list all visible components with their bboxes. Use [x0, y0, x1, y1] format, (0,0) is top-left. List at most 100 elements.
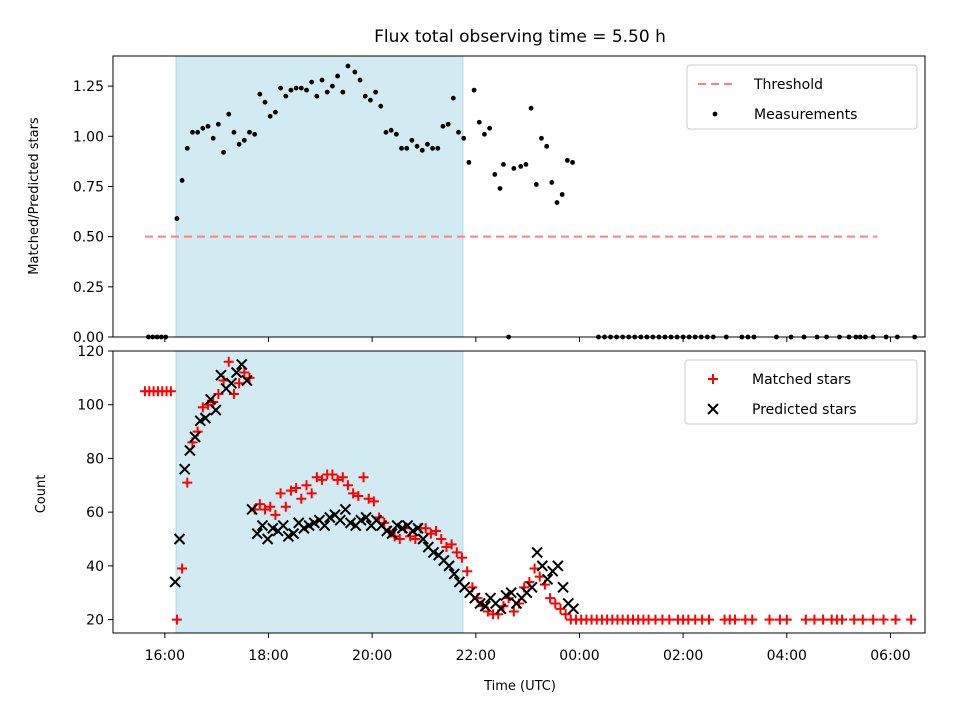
matched-star-point — [529, 563, 540, 574]
legend-box — [686, 64, 918, 130]
measurement-point — [564, 157, 570, 163]
measurement-point — [330, 83, 335, 89]
predicted-star-point — [210, 404, 222, 416]
y-tick-label: 20 — [86, 613, 104, 629]
matched-star-point — [306, 488, 317, 499]
measurement-point — [200, 125, 206, 131]
measurement-point — [482, 131, 487, 137]
matched-star-point — [270, 509, 281, 520]
measurement-point — [362, 93, 368, 99]
matched-star-point — [545, 593, 556, 604]
measurement-point — [210, 135, 216, 141]
predicted-star-point — [386, 527, 398, 540]
matched-star-point — [781, 614, 792, 625]
legend-box — [684, 359, 918, 425]
measurement-point — [283, 93, 289, 99]
predicted-star-point — [204, 393, 217, 406]
x-axis-label: Time (UTC) — [483, 679, 556, 694]
legend-predicted-swatch — [707, 403, 719, 415]
predicted-star-point — [505, 587, 517, 599]
axes-frame — [112, 55, 926, 338]
legend-label: Measurements — [754, 107, 857, 123]
measurement-point — [236, 141, 242, 147]
measurement-point — [487, 125, 493, 131]
measurement-point — [205, 123, 211, 129]
predicted-star-point — [536, 560, 549, 572]
measurement-point — [523, 161, 529, 167]
measurement-point — [257, 91, 263, 97]
y-tick-label: 40 — [86, 559, 104, 575]
y-tick-label: 0.75 — [73, 179, 104, 195]
matched-star-point — [265, 501, 276, 512]
measurement-point — [450, 95, 456, 101]
measurement-point — [501, 161, 506, 167]
measurement-point — [554, 200, 560, 205]
bottom-y-label: Count — [34, 475, 49, 514]
predicted-star-point — [360, 511, 372, 524]
matched-star-point — [317, 474, 328, 485]
measurement-point — [267, 113, 273, 119]
measurement-point — [414, 143, 420, 149]
measurement-point — [314, 93, 320, 99]
predicted-star-point — [412, 522, 424, 534]
measurement-point — [319, 77, 325, 83]
predicted-star-point — [173, 533, 186, 545]
predicted-star-point — [277, 519, 289, 532]
matched-star-point — [260, 504, 271, 515]
measurement-point — [445, 121, 451, 127]
measurement-point — [190, 129, 195, 135]
matched-star-point — [410, 534, 421, 544]
y-tick-label: 120 — [77, 344, 104, 360]
measurement-point — [471, 87, 477, 93]
measurement-point — [304, 87, 309, 93]
legend-measurement-swatch — [712, 111, 718, 117]
measurement-point — [231, 129, 237, 135]
predicted-star-point — [339, 503, 352, 516]
matched-star-point — [165, 386, 176, 397]
measurement-point — [324, 89, 330, 95]
x-tick-label: 20:00 — [352, 648, 392, 664]
measurement-point — [456, 129, 461, 135]
legend-label: Matched stars — [752, 372, 851, 388]
matched-star-point — [446, 539, 457, 550]
measurement-point — [373, 89, 379, 95]
predicted-star-point — [526, 581, 538, 594]
legend-label: Threshold — [753, 77, 823, 93]
y-tick-label: 0.50 — [73, 230, 104, 246]
x-tick-label: 22:00 — [456, 648, 496, 664]
measurement-point — [288, 87, 294, 93]
predicted-star-point — [495, 603, 507, 615]
matched-star-point — [285, 485, 296, 496]
measurement-point — [278, 85, 283, 91]
measurement-point — [393, 131, 399, 137]
predicted-star-point — [567, 603, 580, 615]
measurement-point — [409, 137, 415, 143]
measurement-point — [345, 63, 351, 69]
x-tick-label: 06:00 — [870, 648, 910, 664]
predicted-star-point — [552, 560, 564, 572]
matched-star-point — [906, 614, 917, 625]
measurement-point — [226, 111, 232, 117]
matched-star-point — [456, 552, 467, 563]
matched-star-point — [550, 598, 561, 609]
matched-star-point — [342, 480, 353, 491]
x-tick-label: 18:00 — [248, 648, 288, 664]
measurement-point — [511, 166, 517, 171]
predicted-star-point — [448, 568, 460, 580]
x-tick-label: 04:00 — [767, 648, 807, 664]
matched-star-point — [182, 477, 193, 488]
measurement-point — [262, 99, 268, 105]
predicted-star-point — [256, 519, 269, 532]
matched-star-point — [431, 525, 442, 536]
measurement-point — [357, 77, 363, 83]
y-tick-label: 1.25 — [73, 79, 104, 95]
matched-star-point — [234, 378, 245, 389]
matched-star-point — [280, 501, 291, 512]
predicted-star-point — [215, 369, 227, 381]
predicted-star-point — [189, 431, 201, 443]
legend: Matched stars Predicted stars — [684, 359, 918, 425]
measurement-point — [335, 73, 340, 79]
matched-star-point — [818, 614, 829, 625]
matched-star-point — [800, 614, 811, 625]
